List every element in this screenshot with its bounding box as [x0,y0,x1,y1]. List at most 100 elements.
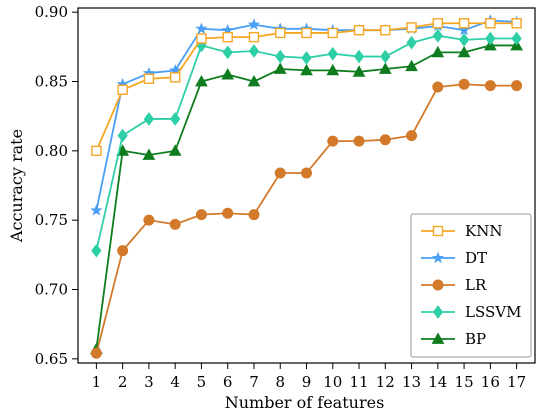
x-tick-label: 11 [349,373,368,391]
point-bp [405,59,418,72]
x-tick-label: 3 [144,373,154,391]
point-lr [484,80,496,92]
chart-legend: KNN DT LR LSSVM BP [410,213,532,358]
point-lr [301,167,312,179]
legend-marker-bp [431,332,445,344]
point-bp [168,144,182,156]
point-bp [378,62,392,74]
x-tick-label: 13 [402,373,421,391]
series-knn [91,18,522,157]
x-tick-label: 12 [376,373,395,391]
x-tick-label: 16 [481,373,500,391]
point-knn [91,145,102,157]
legend-label-knn: KNN [465,222,502,240]
legend-label-bp: BP [465,330,486,348]
point-bp [195,74,208,87]
chart-axes: 0.650.700.750.800.850.901 2 3 4 5 6 7 8 9 10 11 12 1… [35,3,527,391]
point-dt [247,18,261,30]
chart-marks [90,14,523,359]
point-knn [301,27,312,39]
point-lssvm [406,35,417,50]
point-lssvm [301,51,312,65]
legend-label-lr: LR [465,276,487,294]
point-lr [169,218,181,230]
y-tick-label: 0.70 [35,281,68,299]
point-knn [380,24,391,36]
x-tick-label: 10 [323,373,342,391]
point-knn [458,18,470,29]
point-lssvm [458,33,470,47]
series-lssvm [91,28,522,258]
point-bp [300,63,313,76]
x-tick-label: 6 [223,373,233,391]
y-tick-label: 0.65 [35,350,68,368]
point-lr [353,135,365,147]
point-lssvm [275,49,286,64]
legend-label-dt: DT [465,249,487,267]
x-tick-label: 4 [170,373,180,391]
point-knn [117,84,128,96]
point-knn [485,18,496,29]
x-tick-label: 1 [92,373,102,391]
point-lr [432,81,444,93]
series-line-dt [95,19,517,211]
point-knn [275,27,286,39]
point-knn [432,18,444,29]
point-lr [327,135,339,147]
y-axis-title: Accuracy rate [7,129,26,243]
point-lr [90,347,102,359]
point-lssvm [248,44,260,58]
point-dt [90,204,103,216]
series-lr [90,78,523,359]
point-lr [117,245,129,257]
point-lssvm [353,49,365,64]
point-knn [353,24,365,36]
legend-marker-lssvm [432,305,444,319]
y-tick-label: 0.80 [35,142,68,160]
legend-marker-dt [431,251,445,264]
x-tick-label: 15 [455,373,474,391]
legend-label-lssvm: LSSVM [465,303,521,321]
point-lssvm [327,46,338,61]
point-bp [326,63,340,76]
point-lr [248,209,260,221]
x-tick-label: 14 [428,373,447,391]
point-lr [274,167,286,179]
x-tick-label: 2 [118,373,128,391]
point-knn [511,18,522,29]
point-bp [457,45,471,58]
point-lssvm [170,112,181,126]
point-knn [222,31,233,43]
x-tick-label: 7 [249,373,259,391]
point-lr [379,134,391,146]
series-dt [90,14,523,216]
point-knn [169,72,181,83]
point-lr [195,209,207,221]
point-lssvm [511,31,522,46]
point-lssvm [380,49,391,64]
point-lr [511,80,523,92]
point-lr [458,78,470,90]
point-bp [431,45,445,58]
point-knn [196,33,207,44]
point-lr [406,130,418,142]
y-tick-label: 0.85 [35,72,68,90]
point-bp [273,62,287,74]
point-lr [222,207,234,219]
point-bp [247,74,261,87]
x-tick-label: 9 [302,373,312,391]
point-lssvm [222,45,233,60]
x-axis-title: Number of features [225,393,385,412]
point-knn [406,22,417,33]
series-bp [90,38,523,355]
point-lssvm [91,243,102,258]
x-tick-label: 5 [197,373,207,391]
point-bp [142,148,156,160]
point-lssvm [117,128,128,143]
point-bp [221,68,235,80]
legend-marker-knn [432,225,444,237]
point-bp [352,65,366,77]
series-line-knn [95,22,517,152]
point-dt [195,22,208,34]
